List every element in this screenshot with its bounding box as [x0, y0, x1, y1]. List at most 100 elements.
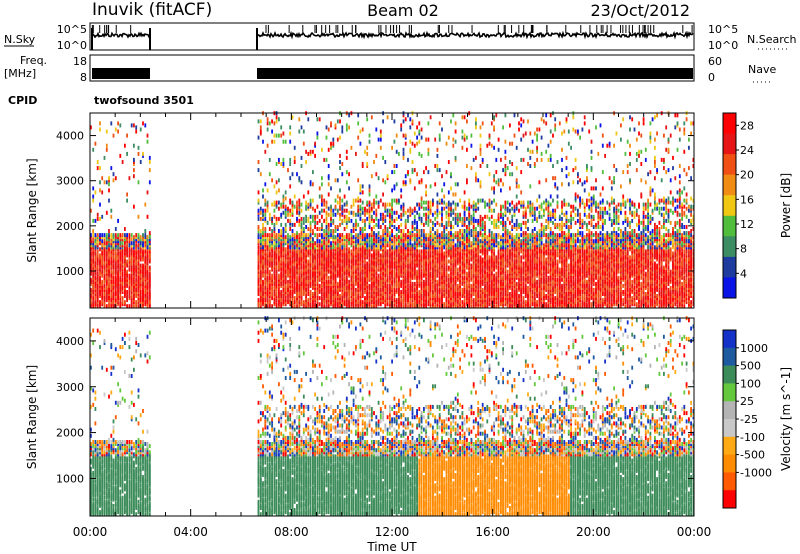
echo-cell [293, 204, 296, 209]
echo-cell [146, 296, 149, 301]
echo-cell [128, 233, 131, 238]
echo-cell [280, 281, 283, 286]
echo-cell [345, 275, 348, 280]
echo-cell [92, 147, 95, 152]
echo-cell [370, 227, 373, 231]
echo-cell [112, 269, 115, 274]
echo-cell [284, 235, 287, 240]
echo-cell [280, 271, 283, 276]
echo-cell [280, 229, 283, 233]
echo-cell [334, 229, 337, 233]
echo-cell [370, 216, 373, 221]
echo-cell [443, 200, 446, 205]
echo-cell [284, 210, 287, 215]
echo-cell [262, 290, 264, 294]
echo-cell [441, 198, 443, 203]
echo-cell [305, 249, 307, 254]
echo-cell [352, 290, 355, 294]
echo-cell [262, 243, 264, 248]
echo-cell [314, 208, 316, 213]
echo-cell [137, 275, 140, 280]
echo-cell [90, 243, 92, 248]
echo-cell [139, 249, 142, 254]
echo-cell [321, 243, 323, 248]
echo-cell [361, 233, 364, 238]
echo-cell [271, 296, 273, 301]
echo-cell [271, 249, 273, 254]
echo-cell [316, 135, 319, 140]
echo-cell [441, 216, 443, 221]
echo-cell [126, 243, 128, 248]
echo-cell [366, 208, 369, 213]
echo-cell [470, 133, 473, 138]
echo-cell [404, 251, 407, 256]
echo-cell [404, 233, 407, 238]
echo-cell [264, 302, 267, 307]
echo-cell [275, 292, 278, 296]
echo-cell [289, 218, 292, 223]
echo-cell [325, 296, 328, 301]
echo-cell [144, 233, 147, 238]
echo-cell [268, 157, 271, 162]
echo-cell [411, 281, 414, 286]
echo-cell [339, 294, 341, 298]
echo-cell [259, 125, 262, 130]
echo-cell [271, 216, 273, 221]
echo-cell [90, 277, 92, 282]
echo-cell [257, 210, 260, 215]
echo-cell [432, 283, 434, 288]
echo-cell [375, 267, 378, 272]
echo-cell [407, 214, 409, 219]
echo-cell [454, 202, 457, 207]
echo-cell [393, 239, 396, 244]
echo-cell [377, 273, 380, 278]
echo-cell [135, 237, 138, 242]
echo-cell [468, 227, 471, 231]
echo-cell [327, 227, 330, 231]
echo-cell [282, 210, 285, 215]
echo-cell [92, 237, 95, 242]
echo-cell [133, 204, 135, 209]
echo-cell [345, 180, 348, 185]
echo-cell [443, 265, 446, 270]
echo-cell [121, 233, 124, 238]
echo-cell [278, 255, 280, 260]
echo-cell [266, 243, 269, 248]
echo-cell [334, 198, 337, 203]
echo-cell [395, 245, 398, 250]
echo-cell [291, 302, 294, 307]
echo-cell [466, 206, 468, 211]
echo-cell [282, 281, 285, 286]
echo-cell [148, 281, 151, 286]
echo-cell [472, 273, 475, 278]
echo-cell [456, 182, 459, 187]
echo-cell [314, 243, 316, 248]
echo-cell [336, 249, 339, 254]
echo-cell [345, 127, 348, 132]
echo-cell [275, 200, 278, 205]
echo-cell [314, 241, 316, 246]
echo-cell [278, 206, 280, 211]
echo-cell [289, 243, 292, 248]
echo-cell [314, 275, 316, 280]
echo-cell [289, 249, 292, 254]
echo-cell [92, 300, 95, 305]
echo-cell [377, 265, 380, 270]
echo-cell [275, 133, 278, 138]
echo-cell [375, 212, 378, 217]
echo-cell [438, 222, 441, 227]
echo-cell [343, 300, 346, 305]
echo-cell [359, 212, 362, 217]
echo-cell [445, 267, 448, 272]
echo-cell [368, 184, 371, 189]
echo-cell [389, 283, 391, 288]
echo-cell [142, 121, 144, 126]
echo-cell [327, 206, 330, 211]
echo-cell [423, 233, 425, 238]
echo-cell [395, 164, 398, 168]
echo-cell [420, 249, 423, 254]
echo-cell [343, 269, 346, 274]
echo-cell [341, 210, 344, 215]
echo-cell [321, 182, 323, 187]
echo-cell [382, 237, 384, 242]
